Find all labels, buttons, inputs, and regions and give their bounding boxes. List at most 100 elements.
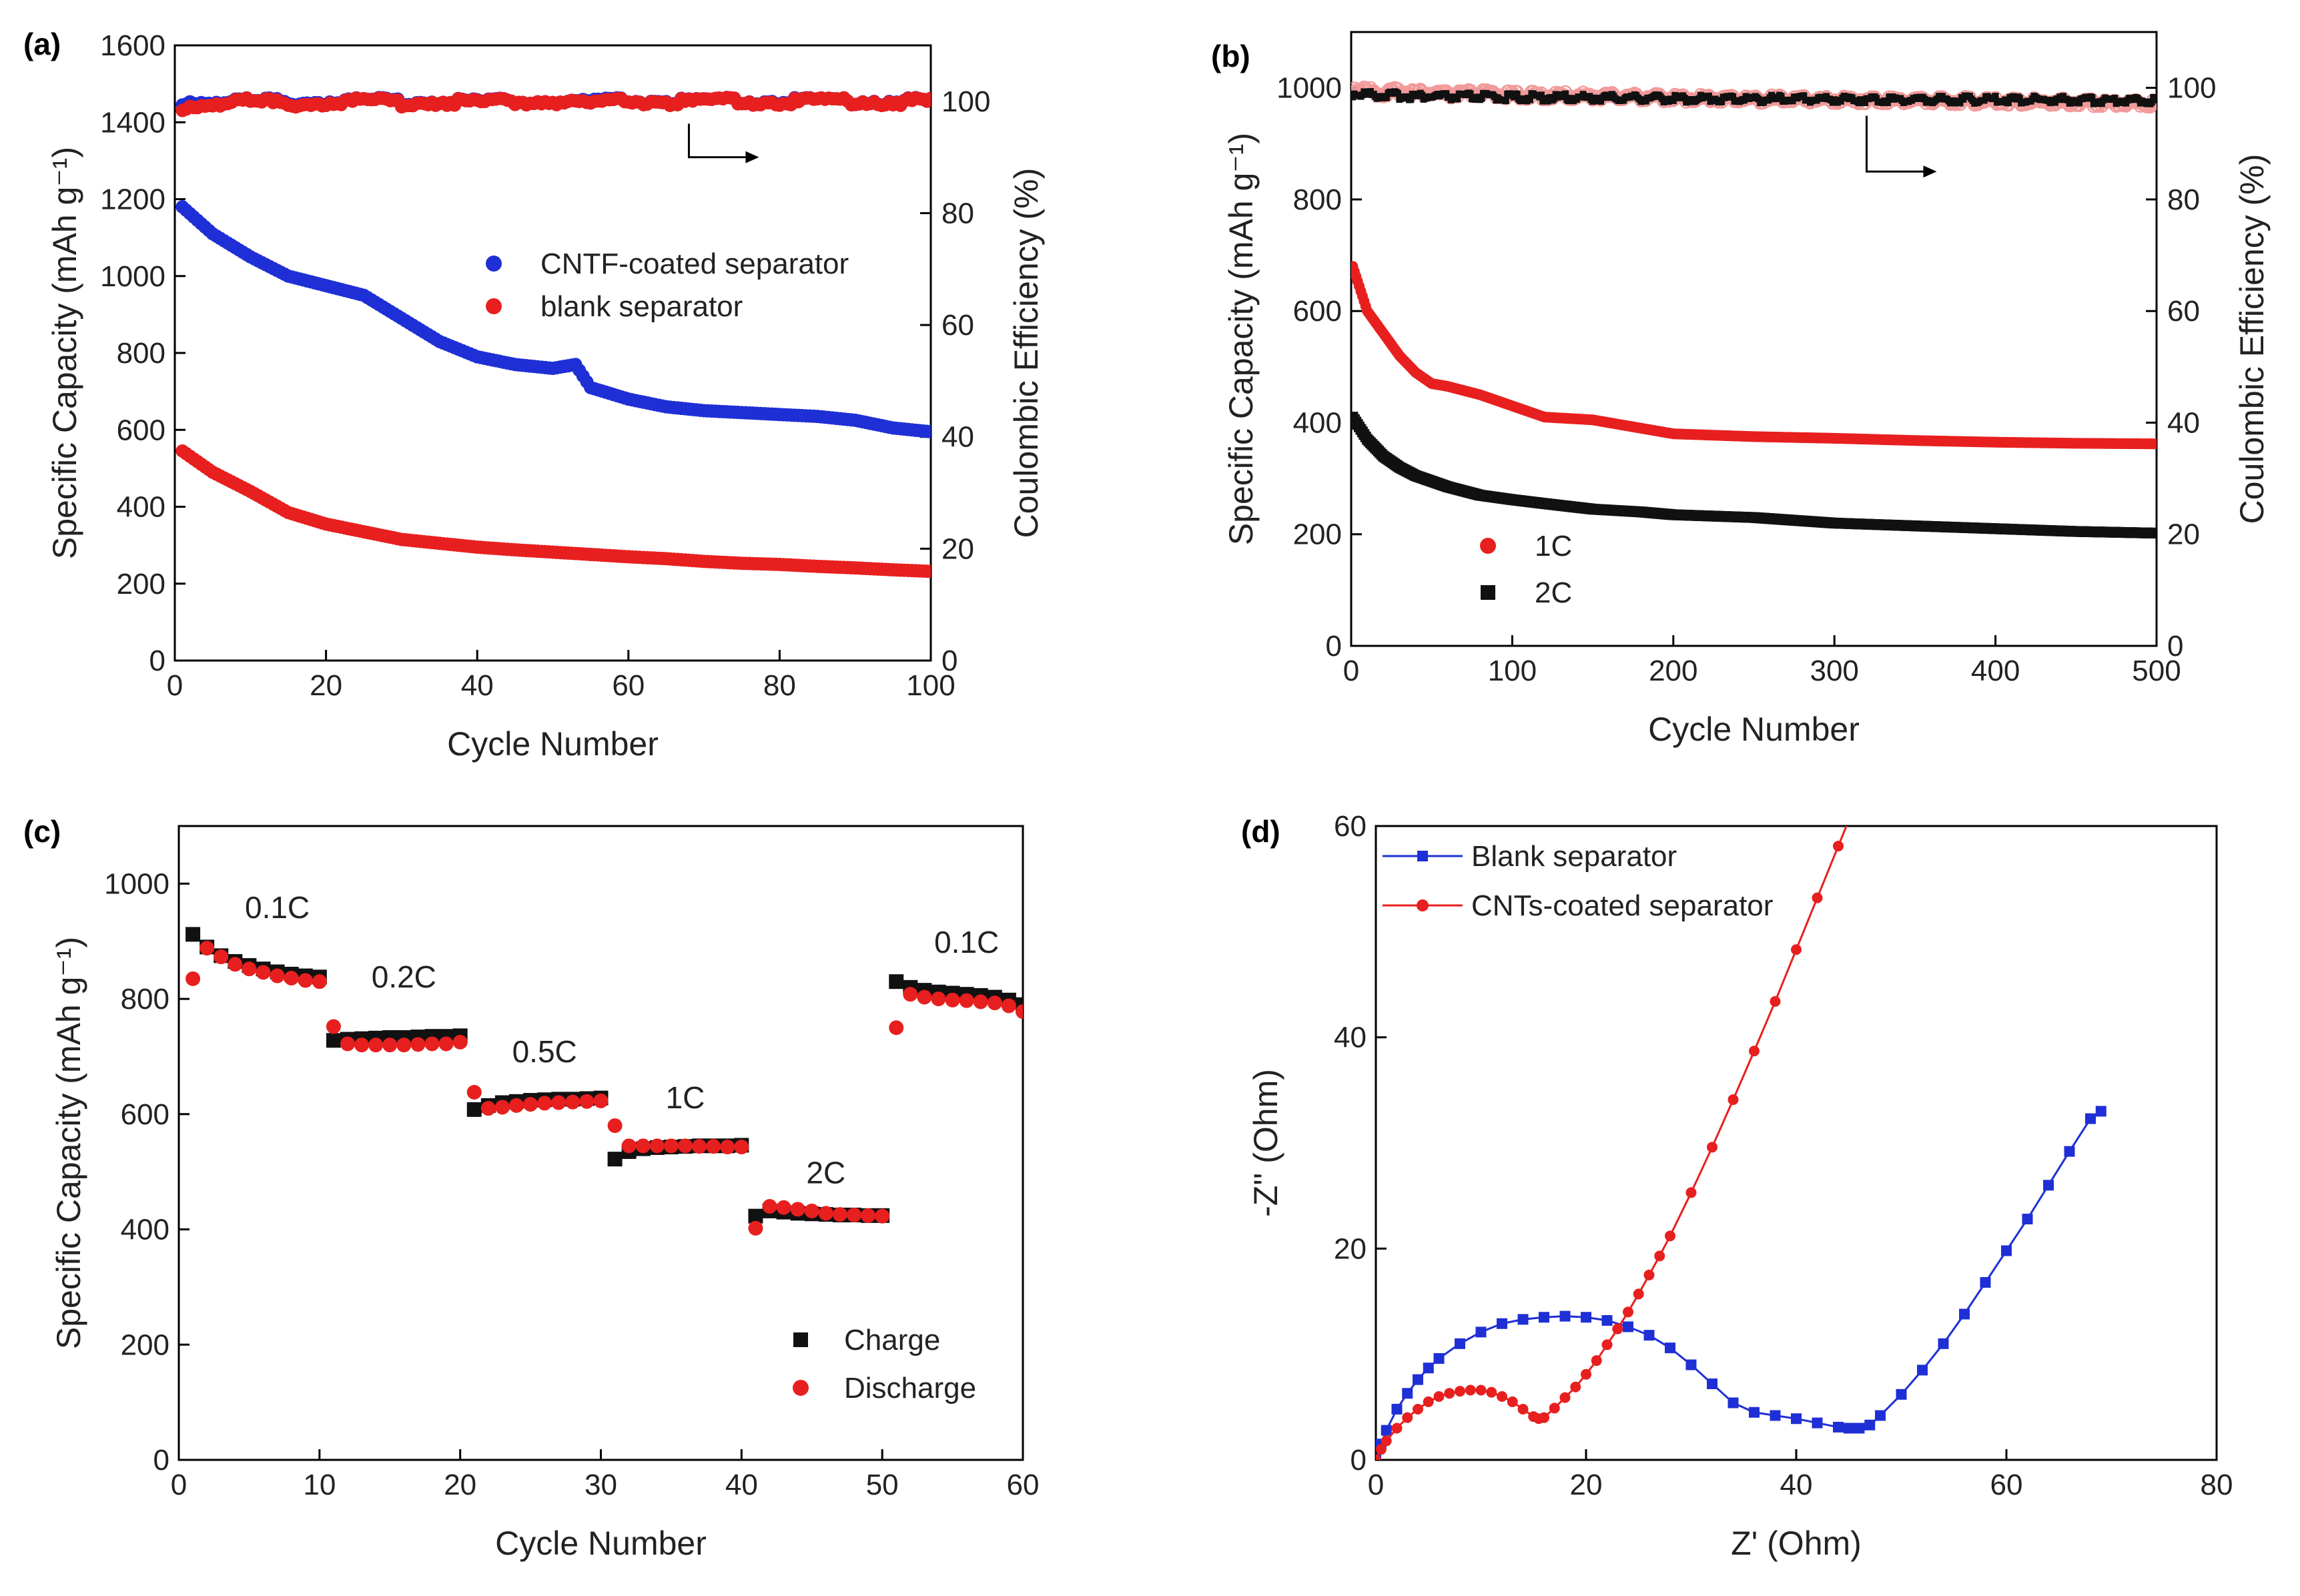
efficiency-point [2111,95,2119,102]
x-tick-label: 60 [1007,1469,1040,1501]
data-point [903,987,918,1002]
y2-tick-label: 80 [2167,183,2200,216]
x-tick-label: 30 [585,1469,617,1501]
efficiency-point [1395,89,1402,97]
data-point [861,1208,876,1223]
data-point [340,1036,355,1052]
data-point [706,1139,721,1154]
legend-label: Blank separator [1471,840,1677,873]
rate-annotation: 0.5C [512,1034,577,1069]
x-tick-label: 400 [1971,655,2020,687]
y-tick-label: 200 [117,568,165,601]
efficiency-point [1502,97,1509,105]
data-point [1917,1364,1928,1376]
legend-label: Charge [844,1324,940,1356]
efficiency-point [1992,93,1999,100]
data-point [537,1096,552,1111]
efficiency-arrowhead [1923,165,1937,178]
efficiency-point [1980,97,1988,104]
x-axis-label: Cycle Number [447,725,659,763]
data-point [1875,739,1886,749]
data-point [1423,1362,1434,1374]
data-point [1864,1419,1876,1431]
data-point [2064,1146,2075,1157]
data-point [804,1203,819,1218]
data-point [1601,1339,1613,1350]
data-point [242,961,257,977]
x-tick-label: 0 [167,669,183,702]
data-point [607,1152,623,1167]
data-point [1791,944,1802,955]
efficiency-point [1443,90,1450,97]
data-point [256,965,271,980]
efficiency-point [1537,91,1545,99]
x-tick-label: 300 [1810,655,1858,687]
y2-tick-label: 100 [941,85,990,118]
data-point [832,1207,847,1222]
y-tick-label: 20 [1334,1232,1367,1265]
x-axis-label: Cycle Number [1648,711,1860,748]
x-tick-label: 100 [906,669,955,702]
data-point [1376,1455,1381,1460]
data-point [2095,1106,2106,1117]
legend-marker [1417,899,1429,911]
efficiency-point [1800,92,1808,99]
data-point [649,1138,665,1154]
data-point [1444,1388,1455,1399]
data-point [987,995,1002,1011]
data-point [748,1208,763,1224]
data-point [1570,1381,1581,1392]
x-tick-label: 10 [303,1469,336,1501]
data-point [1016,1004,1023,1020]
data-point [1685,1359,1697,1370]
data-point [1549,1403,1560,1414]
data-point [593,1093,609,1108]
efficiency-point [1586,93,1593,100]
y-tick-label: 60 [1334,810,1367,843]
legend-marker [1417,851,1428,861]
data-point [1423,1396,1434,1407]
data-point [1791,1413,1802,1425]
efficiency-point [2153,95,2157,102]
data-point [621,1138,637,1154]
y-tick-label: 200 [1293,518,1342,551]
rate-annotation: 1C [666,1080,705,1115]
plot-frame [1350,31,2158,647]
efficiency-point [1755,95,1762,103]
x-tick-label: 50 [866,1469,899,1501]
data-point [1707,1142,1717,1153]
data-point [1854,1423,1865,1434]
y-tick-label: 1600 [100,29,165,62]
data-point [1633,1288,1644,1300]
legend-label: CNTF-coated separator [540,248,849,280]
efficiency-point [1562,90,1569,97]
efficiency-point [1705,92,1712,99]
efficiency-point [1407,96,1415,103]
data-point [551,1095,566,1110]
efficiency-point [1884,99,1891,107]
data-point [790,1202,805,1217]
panel-label: (c) [23,814,61,849]
legend-label: blank separator [540,290,743,323]
data-point [1623,1321,1633,1332]
data-point [1539,1412,1549,1423]
data-point [1581,1312,1591,1323]
data-point [368,1038,384,1053]
data-point [1959,1308,1970,1320]
efficiency-point [1730,93,1737,100]
data-point [875,1208,890,1224]
efficiency-point [1383,94,1391,101]
efficiency-point [1862,99,1869,107]
y-tick-label: 600 [117,414,165,446]
efficiency-point [1544,97,1551,105]
data-point [565,1094,581,1110]
y-tick-label: 0 [149,645,165,677]
y-tick-label: 1400 [100,106,165,139]
legend-marker [793,1332,808,1347]
data-point [663,1138,679,1154]
y2-axis-label: Coulombic Efficiency (%) [1008,168,1045,538]
data-point [228,957,243,972]
data-point [1475,1384,1487,1396]
rate-annotation: 0.2C [372,959,436,994]
data-point [1381,1425,1392,1436]
